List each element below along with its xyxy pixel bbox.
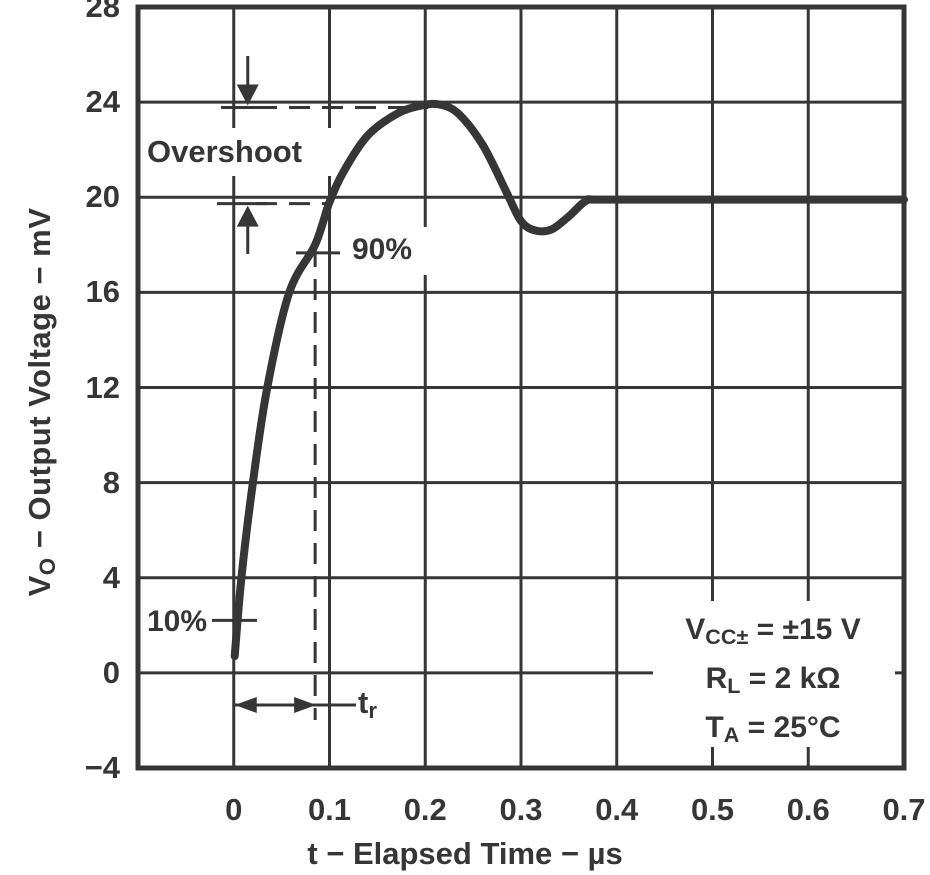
- y-axis-title: VO − Output Voltage − mV: [22, 207, 60, 597]
- y-tick-label: 16: [85, 274, 120, 310]
- overshoot-annotation-label: Overshoot: [147, 134, 303, 169]
- condition-value: = 25°C: [739, 711, 841, 744]
- condition-symbol: R: [705, 662, 728, 695]
- condition-subscript: CC±: [705, 623, 749, 649]
- condition-subscript: L: [727, 672, 741, 698]
- rise-time-left-arrow-head: [234, 697, 257, 713]
- y-tick-label: 8: [102, 464, 120, 500]
- y-tick-label: 20: [85, 179, 120, 215]
- label-mask: [347, 677, 401, 729]
- label-mask: [142, 128, 338, 176]
- overshoot-up-arrow-head: [236, 205, 259, 227]
- condition-line-rl: RL = 2 kΩ: [645, 655, 901, 704]
- condition-subscript: A: [723, 721, 740, 747]
- rise-time-label: tr: [358, 685, 378, 723]
- x-tick-label: 0.3: [499, 792, 543, 827]
- x-tick-label: 0.5: [690, 792, 735, 827]
- condition-line-vcc: VCC± = ±15 V: [645, 606, 901, 655]
- x-tick-label: 0.4: [595, 792, 639, 827]
- condition-symbol: V: [685, 613, 706, 646]
- x-tick-label: 0.1: [307, 792, 352, 827]
- label-mask: [140, 598, 214, 648]
- ninety-percent-label: 90%: [352, 233, 413, 266]
- x-axis-title: t − Elapsed Time − µs: [307, 836, 623, 871]
- y-axis-title-text: − Output Voltage − mV: [22, 207, 57, 558]
- y-axis-title-symbol: V: [22, 575, 57, 597]
- y-tick-label: 24: [85, 84, 120, 120]
- condition-value: = 2 kΩ: [740, 662, 841, 695]
- label-mask: [344, 227, 430, 275]
- x-tick-label: 0.6: [786, 792, 830, 827]
- x-tick-label: 0.2: [403, 792, 447, 827]
- response-curve: [230, 99, 908, 661]
- y-axis-title-subscript: O: [34, 557, 60, 576]
- rise-time-right-arrow-head: [294, 697, 317, 713]
- y-tick-label: 0: [102, 654, 120, 690]
- y-tick-label: 12: [85, 369, 120, 405]
- y-tick-label: 28: [85, 0, 120, 24]
- y-tick-label: −4: [84, 750, 120, 785]
- condition-value: = ±15 V: [748, 613, 861, 646]
- test-conditions-block: VCC± = ±15 V RL = 2 kΩ TA = 25°C: [645, 606, 901, 753]
- y-tick-label: 4: [102, 559, 120, 595]
- x-tick-label: 0: [225, 792, 243, 827]
- rise-time-symbol: t: [358, 685, 369, 720]
- x-tick-label: 0.7: [882, 792, 926, 827]
- label-mask: [653, 601, 895, 747]
- condition-line-ta: TA = 25°C: [645, 704, 901, 753]
- rise-time-subscript: r: [368, 697, 378, 723]
- overshoot-down-arrow-head: [236, 84, 259, 106]
- ten-percent-label: 10%: [147, 605, 208, 638]
- condition-symbol: T: [705, 711, 724, 744]
- plot-frame: [135, 4, 907, 771]
